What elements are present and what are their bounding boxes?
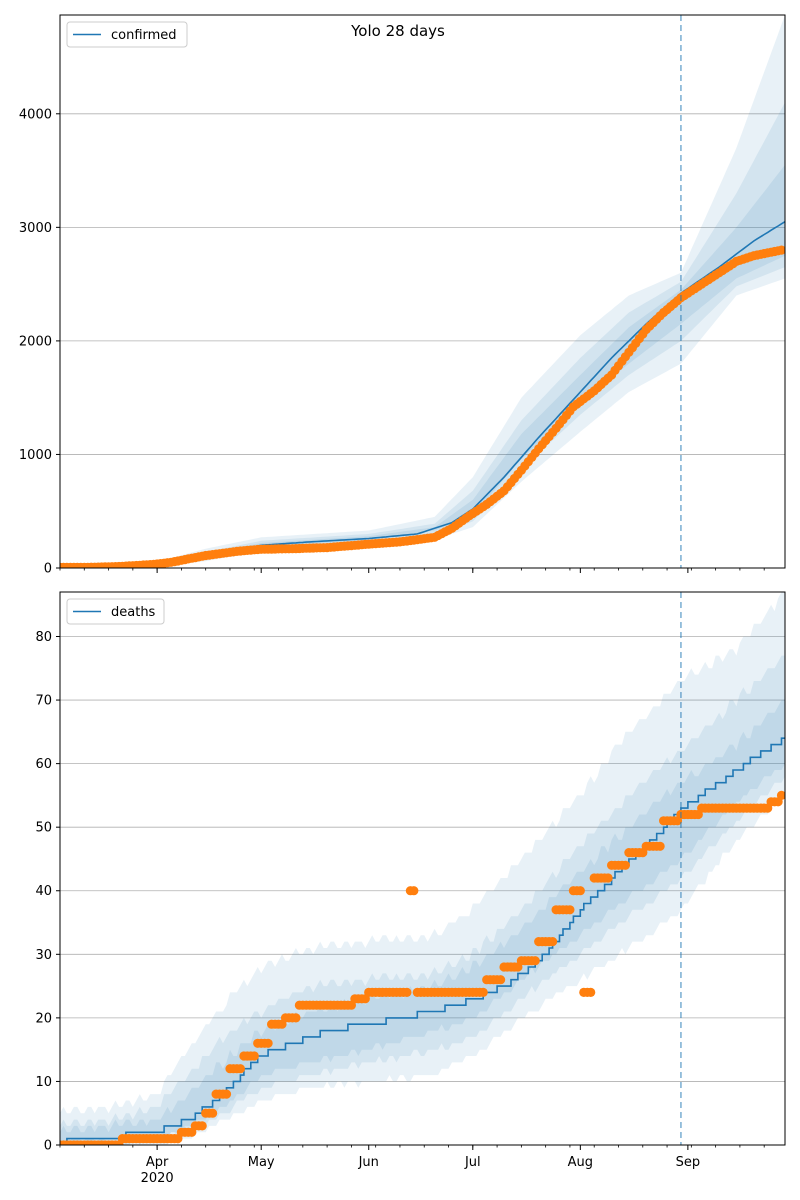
y-tick-label: 0 [44, 1139, 52, 1154]
observed-point [263, 1038, 273, 1048]
observed-point [530, 956, 540, 966]
y-tick-label: 4000 [19, 107, 52, 122]
x-year-label: 2020 [141, 1171, 174, 1186]
confidence-band-mid [60, 102, 785, 568]
observed-point [197, 1121, 207, 1131]
observed-point [575, 886, 585, 896]
observed-point [586, 987, 596, 998]
plot-area [60, 592, 785, 1145]
observed-points [60, 245, 785, 568]
model-line-confirmed [60, 221, 785, 567]
observed-point [478, 987, 488, 998]
legend-label: deaths [111, 605, 156, 620]
y-tick-label: 60 [35, 757, 52, 772]
confirmed-panel: 0 1000 2000 3000 4000 confirmed [19, 14, 786, 577]
y-tick-label: 50 [35, 821, 52, 836]
y-tick-label: 70 [35, 694, 52, 709]
x-tick-label: Jun [358, 1155, 379, 1170]
x-tick-label: Aug [568, 1155, 593, 1170]
x-tick-label: Sep [676, 1155, 701, 1170]
observed-point [565, 905, 575, 915]
plot-area [60, 15, 785, 568]
y-tick-label: 3000 [19, 221, 52, 236]
legend-box [66, 598, 165, 625]
confidence-band-mid [60, 655, 785, 1145]
y-tick-label: 10 [35, 1075, 52, 1090]
axes-frame [59, 14, 786, 569]
legend: confirmed [66, 21, 188, 48]
observed-point [776, 790, 785, 800]
y-tick-label: 2000 [19, 334, 52, 349]
y-tick-label: 0 [44, 562, 52, 577]
observed-point [655, 841, 665, 851]
observed-point [548, 937, 558, 947]
figure-title: Yolo 28 days [350, 22, 445, 40]
observed-points [60, 790, 785, 1145]
legend-box [66, 21, 188, 48]
observed-point [776, 245, 785, 255]
axes-frame [59, 591, 786, 1146]
observed-point [249, 1051, 259, 1061]
observed-point [235, 1064, 245, 1074]
observed-point [620, 860, 631, 870]
observed-point [603, 873, 613, 883]
observed-point [291, 1013, 301, 1023]
x-tick-label: Apr [146, 1155, 169, 1170]
confidence-band-outer [60, 15, 785, 568]
observed-point [409, 886, 419, 896]
observed-point [208, 1108, 218, 1118]
observed-point [496, 975, 506, 985]
x-tick-label: Jul [464, 1155, 481, 1170]
y-tick-label: 20 [35, 1011, 52, 1026]
x-tick-label: May [248, 1155, 275, 1170]
y-tick-label: 40 [35, 884, 52, 899]
legend-label: confirmed [111, 28, 177, 43]
legend: deaths [66, 598, 165, 625]
y-tick-label: 30 [35, 948, 52, 963]
observed-point [402, 987, 412, 998]
y-tick-label: 1000 [19, 448, 52, 463]
confidence-band-outer [60, 592, 785, 1145]
y-tick-label: 80 [35, 630, 52, 645]
observed-point [221, 1089, 232, 1099]
deaths-panel: 0 10 20 30 40 50 60 70 80 Apr May Jun Jul Aug Sep 2020 d… [35, 591, 786, 1186]
